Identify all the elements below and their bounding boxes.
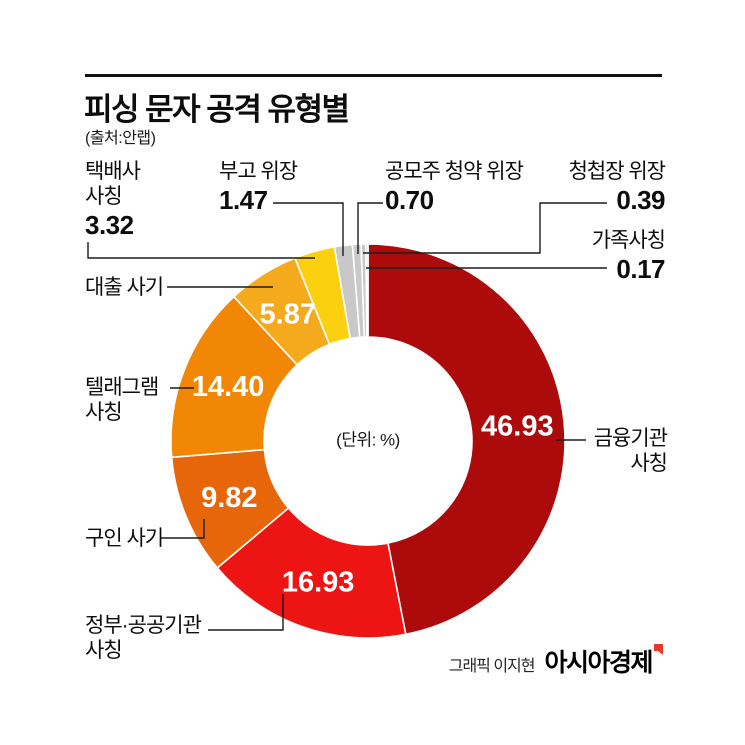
callout-label: 가족사칭 (591, 229, 666, 252)
callout-label: 택배사 (85, 160, 141, 183)
leader-line (87, 242, 315, 259)
callout-label: 부고 위장 (219, 160, 298, 183)
callout-value: 3.32 (85, 210, 134, 240)
callout-value: 0.70 (385, 185, 434, 215)
slice-value-labels: 46.93 16.93 9.82 14.40 5.87 (192, 298, 554, 598)
callout-label: 금융기관 (593, 427, 668, 450)
slice-value: 46.93 (481, 411, 554, 443)
callout-value: 1.47 (219, 185, 268, 215)
asiae-logo-mark-icon (654, 644, 663, 655)
callout-government: 정부·공공기관 사칭 (85, 613, 202, 663)
callout-label: 대출 사기 (85, 276, 164, 299)
asiae-logo-text: 아시아경제 (544, 649, 653, 677)
leader-line (363, 202, 607, 254)
callout-label: 사칭 (85, 639, 123, 662)
leader-line (160, 519, 205, 539)
graphic-credit: 그래픽 이지현 (448, 658, 536, 675)
top-rule (85, 74, 662, 77)
callout-label: 텔래그램 (85, 376, 159, 399)
callout-courier: 택배사 사칭 3.32 (85, 159, 141, 240)
leader-line (357, 202, 383, 254)
slice-value: 5.87 (260, 298, 316, 330)
callout-family: 가족사칭 0.17 (591, 228, 666, 284)
callout-obituary: 부고 위장 1.47 (219, 159, 298, 215)
slice-value: 9.82 (201, 482, 257, 514)
donut-slice (367, 243, 566, 636)
page-title: 피싱 문자 공격 유형별 (84, 92, 350, 127)
slice-value: 16.93 (282, 566, 355, 598)
callout-label: 사칭 (85, 185, 123, 208)
callout-value: 0.39 (616, 185, 665, 215)
callout-loan: 대출 사기 (85, 275, 164, 300)
callout-job: 구인 사기 (85, 526, 164, 551)
leader-lines (87, 202, 607, 631)
callout-telegram: 텔래그램 사칭 (85, 375, 159, 425)
donut-slice (365, 243, 369, 338)
asiae-logo: 아시아경제 (544, 643, 663, 679)
callout-label: 청첩장 위장 (568, 160, 666, 183)
callout-label: 사칭 (85, 401, 123, 424)
callout-label: 구인 사기 (85, 527, 164, 550)
source-label: (출처:안랩) (85, 130, 156, 147)
donut-slices (170, 243, 566, 639)
slice-value: 14.40 (192, 371, 265, 403)
leader-line (273, 202, 344, 256)
leader-line (208, 594, 284, 631)
callout-wedding: 청첩장 위장 0.39 (568, 159, 666, 215)
callout-financial: 금융기관 사칭 (593, 426, 668, 476)
footer: 그래픽 이지현 아시아경제 (449, 643, 663, 679)
callout-label: 사칭 (630, 452, 668, 475)
unit-label: (단위: %) (336, 430, 400, 450)
callout-value: 0.17 (616, 254, 665, 284)
callout-ipo: 공모주 청약 위장 0.70 (385, 159, 524, 215)
callout-label: 공모주 청약 위장 (385, 160, 524, 183)
callout-label: 정부·공공기관 (85, 614, 202, 637)
